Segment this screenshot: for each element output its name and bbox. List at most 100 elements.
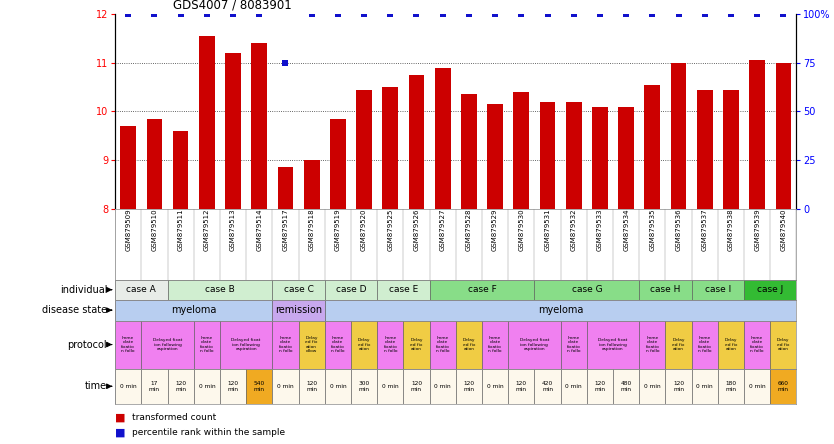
Text: 0 min: 0 min	[198, 384, 215, 389]
Bar	[220, 369, 246, 404]
Bar	[351, 369, 377, 404]
Bar	[618, 107, 634, 209]
Bar	[115, 321, 141, 369]
Bar	[304, 160, 319, 209]
Text: case B: case B	[205, 285, 235, 294]
Text: remission: remission	[275, 305, 322, 315]
Bar	[691, 280, 744, 300]
Bar	[377, 280, 430, 300]
Text: Delayed fixat
ion following
aspiration: Delayed fixat ion following aspiration	[520, 338, 549, 351]
Bar	[147, 119, 163, 209]
Text: ■: ■	[115, 412, 126, 422]
Text: Imme
diate
fixatio
n follo: Imme diate fixatio n follo	[436, 336, 450, 353]
Bar	[356, 90, 372, 209]
Text: Delay
ed fix
ation: Delay ed fix ation	[410, 338, 423, 351]
Text: 0 min: 0 min	[487, 384, 504, 389]
Bar	[718, 369, 744, 404]
Text: case J: case J	[757, 285, 783, 294]
Bar	[482, 321, 508, 369]
Text: case A: case A	[127, 285, 156, 294]
Bar	[697, 90, 712, 209]
Text: Imme
diate
fixatio
n follo: Imme diate fixatio n follo	[331, 336, 344, 353]
Bar	[193, 321, 220, 369]
Text: 0 min: 0 min	[696, 384, 713, 389]
Bar	[324, 280, 377, 300]
Bar	[225, 53, 241, 209]
Text: case I: case I	[705, 285, 731, 294]
Bar	[404, 369, 430, 404]
Text: GSM879538: GSM879538	[728, 209, 734, 251]
Bar	[383, 87, 398, 209]
Text: myeloma: myeloma	[538, 305, 583, 315]
Bar	[514, 92, 529, 209]
Bar	[744, 321, 771, 369]
Text: GSM879513: GSM879513	[230, 209, 236, 251]
Text: 480
min: 480 min	[620, 381, 631, 392]
Text: percentile rank within the sample: percentile rank within the sample	[132, 428, 285, 437]
Text: Imme
diate
fixatio
n follo: Imme diate fixatio n follo	[279, 336, 292, 353]
Bar	[220, 321, 273, 369]
Text: GSM879510: GSM879510	[152, 209, 158, 251]
Bar	[455, 321, 482, 369]
Text: GSM879533: GSM879533	[597, 209, 603, 251]
Bar	[278, 167, 294, 209]
Bar	[141, 321, 193, 369]
Text: GSM879526: GSM879526	[414, 209, 420, 251]
Bar	[173, 131, 188, 209]
Text: Delay
ed fix
ation: Delay ed fix ation	[725, 338, 737, 351]
Bar	[560, 369, 587, 404]
Bar	[645, 85, 661, 209]
Text: 120
min: 120 min	[673, 381, 684, 392]
Text: 120
min: 120 min	[228, 381, 239, 392]
Bar	[324, 369, 351, 404]
Text: 420
min: 420 min	[542, 381, 553, 392]
Bar	[560, 321, 587, 369]
Bar	[455, 369, 482, 404]
Bar	[193, 369, 220, 404]
Bar	[430, 280, 535, 300]
Bar	[744, 369, 771, 404]
Bar	[771, 369, 796, 404]
Bar	[565, 102, 581, 209]
Text: Imme
diate
fixatio
n follo: Imme diate fixatio n follo	[200, 336, 214, 353]
Bar	[199, 36, 214, 209]
Text: GSM879534: GSM879534	[623, 209, 629, 251]
Text: 0 min: 0 min	[435, 384, 451, 389]
Text: 120
min: 120 min	[175, 381, 186, 392]
Bar	[639, 280, 691, 300]
Text: GSM879520: GSM879520	[361, 209, 367, 251]
Bar	[691, 321, 718, 369]
Bar	[299, 321, 324, 369]
Bar	[377, 369, 404, 404]
Bar	[540, 102, 555, 209]
Bar	[666, 369, 691, 404]
Text: time: time	[85, 381, 108, 391]
Bar	[115, 280, 168, 300]
Bar	[120, 126, 136, 209]
Text: Delay
ed fix
ation: Delay ed fix ation	[672, 338, 685, 351]
Bar	[273, 321, 299, 369]
Bar	[776, 63, 791, 209]
Text: GSM879535: GSM879535	[650, 209, 656, 251]
Bar	[744, 280, 796, 300]
Text: case F: case F	[468, 285, 496, 294]
Bar	[771, 321, 796, 369]
Bar	[508, 369, 535, 404]
Text: GSM879517: GSM879517	[283, 209, 289, 251]
Text: GSM879519: GSM879519	[334, 209, 341, 251]
Bar	[613, 369, 639, 404]
Text: disease state: disease state	[42, 305, 108, 315]
Text: GSM879527: GSM879527	[440, 209, 445, 251]
Bar	[587, 369, 613, 404]
Text: 0 min: 0 min	[329, 384, 346, 389]
Bar	[430, 369, 455, 404]
Bar	[535, 369, 560, 404]
Text: 0 min: 0 min	[120, 384, 137, 389]
Bar	[299, 369, 324, 404]
Text: case G: case G	[571, 285, 602, 294]
Text: 0 min: 0 min	[644, 384, 661, 389]
Text: GDS4007 / 8083901: GDS4007 / 8083901	[173, 0, 292, 12]
Text: case E: case E	[389, 285, 418, 294]
Text: Delayed fixat
ion following
aspiration: Delayed fixat ion following aspiration	[598, 338, 628, 351]
Text: GSM879529: GSM879529	[492, 209, 498, 251]
